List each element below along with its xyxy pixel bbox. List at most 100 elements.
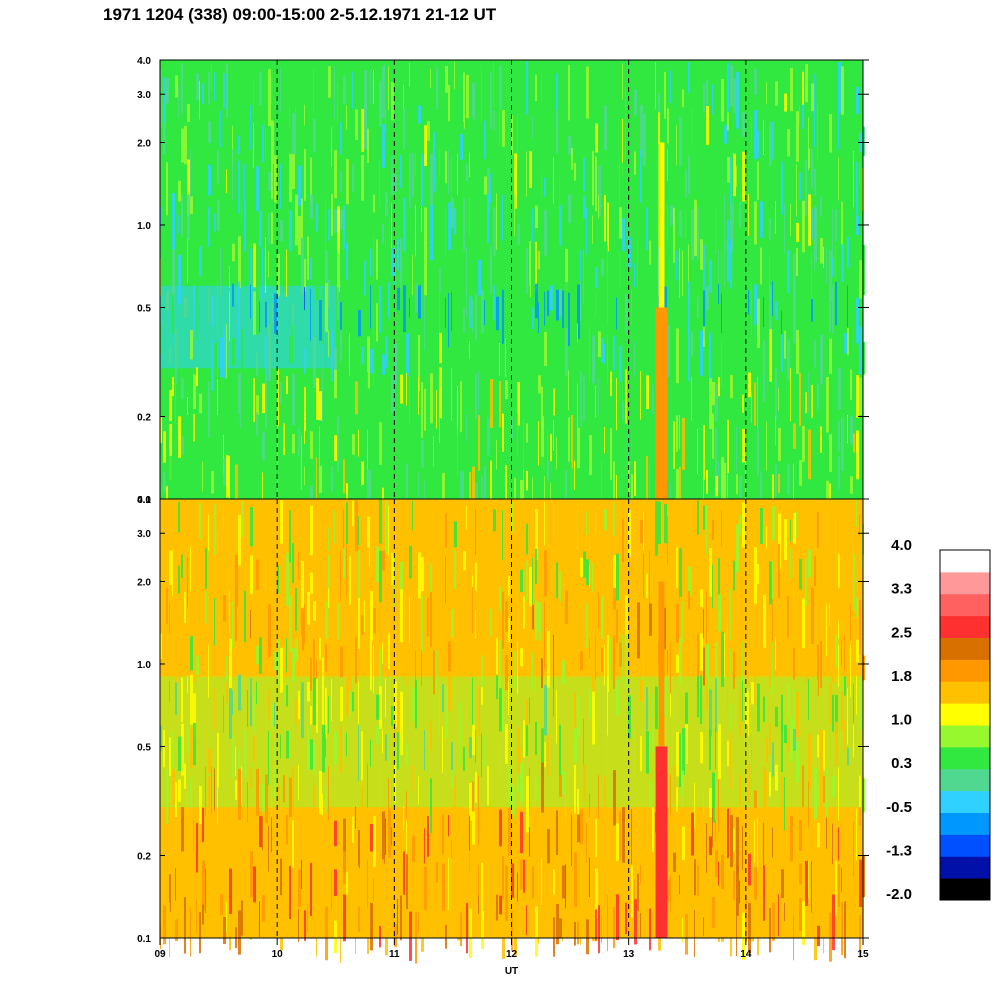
panel-texture — [160, 499, 865, 964]
texture-streak — [634, 263, 635, 288]
texture-streak — [652, 75, 655, 120]
texture-streak — [625, 850, 627, 898]
texture-streak — [718, 779, 719, 833]
texture-streak — [241, 860, 243, 900]
texture-streak — [247, 690, 248, 727]
texture-streak — [448, 202, 451, 250]
texture-streak — [346, 483, 348, 504]
texture-streak — [832, 258, 834, 277]
texture-streak — [406, 85, 409, 112]
y-tick-label: 3.0 — [137, 529, 151, 540]
texture-streak — [355, 381, 358, 415]
texture-streak — [595, 266, 598, 289]
texture-streak — [181, 723, 184, 776]
texture-streak — [811, 861, 812, 913]
texture-streak — [394, 174, 397, 193]
texture-streak — [682, 874, 683, 892]
texture-streak — [517, 284, 518, 326]
texture-streak — [547, 460, 549, 481]
texture-streak — [532, 901, 534, 920]
texture-streak — [169, 737, 171, 777]
texture-streak — [409, 298, 410, 318]
texture-streak — [415, 650, 416, 694]
texture-streak — [670, 875, 671, 912]
texture-streak — [472, 300, 473, 333]
texture-streak — [616, 680, 619, 716]
texture-streak — [460, 471, 463, 521]
texture-streak — [241, 900, 243, 936]
texture-streak — [226, 169, 227, 193]
texture-streak — [595, 123, 598, 153]
colorbar-label: 1.8 — [891, 668, 912, 685]
texture-streak — [589, 913, 591, 932]
texture-streak — [754, 674, 756, 705]
texture-streak — [469, 706, 470, 725]
texture-streak — [217, 772, 218, 825]
texture-streak — [580, 370, 582, 426]
texture-streak — [382, 602, 384, 643]
texture-streak — [571, 344, 572, 374]
texture-streak — [691, 107, 692, 146]
texture-streak — [670, 693, 671, 718]
texture-streak — [160, 416, 162, 443]
texture-streak — [472, 677, 473, 732]
texture-streak — [625, 510, 626, 560]
texture-streak — [220, 110, 221, 148]
texture-streak — [226, 121, 227, 150]
texture-streak — [823, 730, 825, 771]
texture-streak — [685, 779, 686, 820]
texture-streak — [826, 604, 827, 656]
texture-streak — [205, 591, 207, 624]
texture-streak — [370, 284, 371, 329]
texture-streak — [556, 73, 558, 128]
texture-streak — [841, 201, 843, 246]
texture-streak — [274, 767, 276, 798]
texture-streak — [544, 476, 545, 520]
texture-streak — [199, 303, 200, 328]
texture-streak — [820, 729, 823, 772]
texture-streak — [676, 603, 679, 644]
texture-streak — [268, 302, 269, 343]
texture-streak — [727, 157, 730, 183]
texture-streak — [358, 866, 359, 888]
texture-streak — [754, 790, 757, 809]
texture-streak — [586, 919, 589, 955]
texture-streak — [781, 334, 783, 373]
texture-streak — [313, 743, 316, 774]
texture-streak — [439, 416, 440, 444]
texture-streak — [718, 417, 719, 439]
texture-streak — [817, 382, 819, 410]
texture-streak — [544, 636, 545, 670]
texture-streak — [670, 774, 671, 815]
texture-streak — [796, 164, 797, 217]
texture-streak — [562, 290, 564, 329]
texture-streak — [478, 477, 479, 518]
texture-streak — [238, 236, 241, 288]
texture-streak — [796, 565, 799, 602]
texture-streak — [346, 242, 348, 280]
texture-streak — [796, 222, 799, 242]
texture-streak — [553, 499, 554, 538]
texture-streak — [664, 676, 667, 718]
texture-streak — [319, 426, 320, 475]
texture-streak — [577, 921, 579, 945]
texture-streak — [286, 730, 289, 759]
texture-streak — [490, 245, 492, 295]
texture-streak — [784, 204, 785, 254]
texture-streak — [244, 730, 246, 778]
texture-streak — [340, 906, 341, 964]
texture-streak — [772, 281, 773, 316]
texture-streak — [532, 651, 533, 692]
texture-streak — [403, 285, 406, 333]
texture-streak — [523, 596, 525, 629]
texture-streak — [385, 336, 388, 369]
texture-streak — [487, 167, 490, 214]
texture-streak — [568, 370, 569, 411]
texture-streak — [772, 163, 774, 214]
texture-streak — [814, 556, 816, 587]
texture-streak — [472, 466, 475, 521]
texture-streak — [409, 153, 411, 209]
texture-streak — [859, 83, 862, 123]
texture-streak — [529, 566, 532, 607]
texture-streak — [724, 514, 726, 534]
